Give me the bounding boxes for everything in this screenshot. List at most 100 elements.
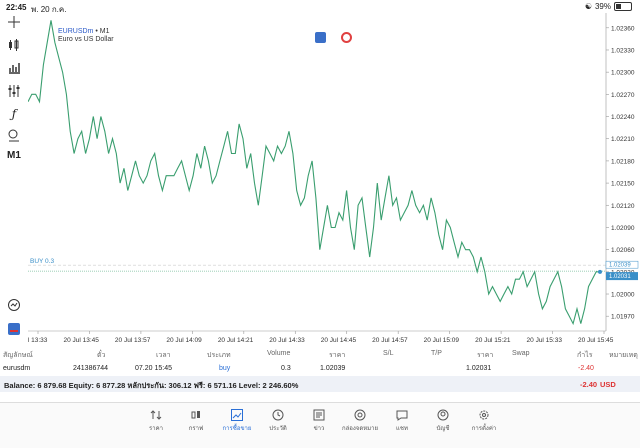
x-tick-label: 20 Jul 13:45 bbox=[63, 337, 99, 344]
status-date: พ. 20 ก.ค. bbox=[31, 5, 67, 14]
candlestick-icon[interactable] bbox=[4, 37, 24, 53]
quotes-icon bbox=[150, 410, 162, 420]
col-time: เวลา bbox=[156, 352, 171, 359]
current-price-tag bbox=[606, 272, 638, 281]
objects-icon[interactable] bbox=[4, 127, 24, 143]
x-tick-label: 20 Jul 15:09 bbox=[424, 337, 460, 344]
nav-quotes[interactable]: ราคา bbox=[136, 409, 176, 433]
x-tick-label: 20 Jul 13:33 bbox=[28, 337, 48, 344]
mail-icon bbox=[354, 409, 366, 421]
col-type: ประเภท bbox=[207, 352, 231, 359]
cell-symbol: eurusdm bbox=[3, 365, 31, 372]
nav-history[interactable]: ประวัติ bbox=[258, 409, 298, 433]
cell-ticket: 241386744 bbox=[73, 365, 109, 372]
current-price-tag-text: 1.02031 bbox=[609, 274, 631, 280]
cell-price: 1.02039 bbox=[320, 365, 346, 372]
trade-icon bbox=[231, 409, 243, 421]
x-tick-label: 20 Jul 14:33 bbox=[269, 337, 305, 344]
one-click-trade-icon[interactable] bbox=[315, 32, 326, 43]
y-tick-label: 1.02090 bbox=[611, 225, 635, 232]
nav-history-label: ประวัติ bbox=[269, 426, 287, 432]
y-tick-label: 1.02330 bbox=[611, 47, 635, 54]
y-tick-label: 1.02060 bbox=[611, 247, 635, 254]
balance-bar: Balance: 6 879.68 Equity: 6 877.28 หลักป… bbox=[0, 376, 640, 392]
col-sl: S/L bbox=[383, 350, 394, 357]
function-icon[interactable]: ƒ bbox=[11, 107, 17, 121]
account-icon bbox=[437, 409, 449, 421]
nav-chat-label: แชท bbox=[396, 426, 408, 432]
bottom-nav: ราคา กราฟ การซื้อขาย ประวัติ ข่าว กล่องจ… bbox=[0, 402, 640, 448]
crosshair-icon[interactable] bbox=[4, 14, 24, 30]
nav-account-label: บัญชี bbox=[436, 426, 450, 432]
bar-chart-icon[interactable] bbox=[4, 60, 24, 76]
last-price-point bbox=[598, 269, 602, 274]
status-time: 22:45 bbox=[6, 3, 27, 12]
x-tick-label: 20 Jul 14:57 bbox=[372, 337, 408, 344]
y-tick-label: 1.02120 bbox=[611, 203, 635, 210]
chat-icon bbox=[396, 410, 408, 421]
buy-price-tag bbox=[605, 260, 639, 269]
col-tp: T/P bbox=[431, 350, 442, 357]
x-tick-label: 20 Jul 14:09 bbox=[166, 337, 202, 344]
nav-news-label: ข่าว bbox=[313, 426, 325, 432]
alarm-icon[interactable] bbox=[4, 297, 24, 313]
cell-volume: 0.3 bbox=[281, 365, 291, 372]
battery-icon bbox=[614, 2, 632, 11]
status-indicators: ☯ 39% bbox=[585, 2, 632, 11]
y-tick-label: 1.02360 bbox=[611, 25, 635, 32]
col-volume: Volume bbox=[267, 350, 291, 357]
cell-current: 1.02031 bbox=[466, 365, 492, 372]
col-swap: Swap bbox=[512, 350, 530, 357]
chart-timeframe: M1 bbox=[99, 28, 110, 35]
depth-of-market-icon[interactable] bbox=[341, 32, 352, 43]
cell-type: buy bbox=[219, 365, 231, 372]
currency: USD bbox=[600, 380, 616, 389]
status-bar: 22:45 พ. 20 ก.ค. ☯ 39% bbox=[0, 0, 640, 14]
nav-news[interactable]: ข่าว bbox=[299, 409, 339, 433]
balance-text: Balance: 6 879.68 Equity: 6 877.28 หลักป… bbox=[4, 381, 299, 390]
y-tick-label: 1.02300 bbox=[611, 70, 635, 77]
position-row[interactable]: eurusdm 241386744 07.20 15:45 buy 0.3 1.… bbox=[0, 362, 640, 376]
nav-mail[interactable]: กล่องจดหมาย bbox=[340, 409, 380, 433]
nav-chart-label: กราฟ bbox=[188, 426, 204, 432]
col-price: ราคา bbox=[329, 352, 346, 359]
nav-mail-label: กล่องจดหมาย bbox=[341, 426, 379, 432]
nav-quotes-label: ราคา bbox=[149, 426, 163, 432]
nav-settings[interactable]: การตั้งค่า bbox=[464, 409, 504, 433]
app-logo-icon[interactable] bbox=[4, 321, 24, 337]
y-tick-label: 1.02240 bbox=[611, 114, 635, 121]
col-symbol: สัญลักษณ์ bbox=[3, 352, 33, 359]
cell-profit: -2.40 bbox=[578, 365, 594, 372]
settings-icon bbox=[479, 410, 489, 420]
x-tick-label: 20 Jul 14:45 bbox=[321, 337, 357, 344]
symbol-description: Euro vs US Dollar bbox=[58, 36, 114, 43]
price-chart[interactable]: 1.02360 1.02330 1.02300 1.02270 1.02240 1.022… bbox=[28, 13, 640, 345]
indicators-icon[interactable] bbox=[4, 83, 24, 99]
chart-toolbar: ƒ M1 bbox=[0, 14, 28, 372]
nav-chart[interactable]: กราฟ bbox=[176, 409, 216, 433]
buy-price-tag-text: 1.02039 bbox=[609, 263, 631, 269]
history-icon bbox=[272, 409, 284, 421]
nav-trade-label: การซื้อขาย bbox=[222, 426, 252, 432]
nav-account[interactable]: บัญชี bbox=[423, 409, 463, 433]
cell-time: 07.20 15:45 bbox=[135, 365, 172, 372]
chart-canvas[interactable]: 1.02360 1.02330 1.02300 1.02270 1.02240 1.022… bbox=[28, 13, 640, 345]
nav-settings-label: การตั้งค่า bbox=[471, 426, 497, 432]
col-profit: กำไร bbox=[577, 352, 593, 359]
x-tick-label: 20 Jul 15:33 bbox=[527, 337, 563, 344]
y-tick-label: 1.02180 bbox=[611, 158, 635, 165]
nav-trade[interactable]: การซื้อขาย bbox=[217, 409, 257, 433]
x-tick-label: 20 Jul 13:57 bbox=[115, 337, 151, 344]
nav-chat[interactable]: แชท bbox=[382, 409, 422, 433]
y-tick-label: 1.02000 bbox=[611, 292, 635, 299]
total-profit: -2.40 bbox=[580, 380, 598, 389]
symbol-name: EURUSDm bbox=[58, 28, 94, 35]
timeframe-button[interactable]: M1 bbox=[7, 149, 21, 161]
x-tick-label: 20 Jul 14:21 bbox=[218, 337, 254, 344]
col-ticket: ตั๋ว bbox=[97, 352, 106, 359]
y-tick-label: 1.01970 bbox=[611, 314, 635, 321]
price-series-line bbox=[28, 20, 600, 326]
y-tick-label: 1.02270 bbox=[611, 92, 635, 99]
buy-line-label: BUY 0.3 bbox=[30, 258, 54, 265]
x-tick-label: 20 Jul 15:45 bbox=[578, 337, 614, 344]
